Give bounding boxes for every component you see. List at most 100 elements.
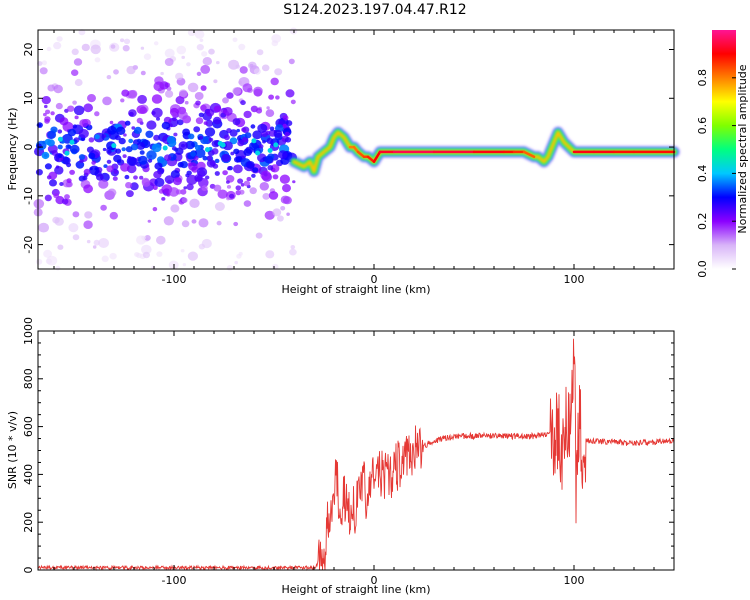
spectrogram-blob bbox=[156, 235, 166, 245]
spectrogram-blob bbox=[106, 165, 114, 173]
colorbar-gradient bbox=[712, 30, 736, 269]
spectrogram-blob bbox=[222, 97, 229, 104]
spectrogram-blob bbox=[113, 154, 122, 163]
spectrogram-blob bbox=[124, 174, 130, 180]
colorbar-tick-label: 0.8 bbox=[696, 69, 709, 87]
spectrogram-blob bbox=[113, 169, 118, 174]
snr-series-line bbox=[37, 338, 675, 572]
spectrogram-blob bbox=[188, 133, 195, 140]
spectrogram-blob bbox=[127, 156, 132, 160]
spectrogram-blob bbox=[211, 140, 220, 148]
spectrogram-blob bbox=[151, 107, 163, 118]
spectrogram-blob bbox=[86, 146, 94, 153]
spectrogram-blob bbox=[259, 182, 269, 191]
spectrogram-blob bbox=[151, 94, 163, 104]
spectrogram-blob bbox=[282, 184, 291, 193]
spectrogram-blob bbox=[189, 198, 200, 208]
spectrogram-blob bbox=[147, 219, 151, 223]
spectrogram-blob bbox=[284, 131, 290, 137]
spectrogram-blob bbox=[261, 64, 270, 72]
y-tick-label: 200 bbox=[22, 512, 35, 533]
spectrogram-blob bbox=[140, 70, 146, 76]
spectrogram-blob bbox=[53, 193, 60, 199]
spectrogram-blob bbox=[229, 129, 238, 137]
spectrogram-blob bbox=[83, 168, 91, 175]
spectrogram-blob bbox=[71, 69, 79, 76]
spectrogram-blob bbox=[176, 45, 187, 55]
spectrogram-blob bbox=[226, 180, 230, 184]
spectrogram-blob bbox=[55, 265, 61, 271]
snr-y-axis-label: SNR (10 * v/v) bbox=[6, 411, 19, 489]
spectrogram-blob bbox=[282, 123, 287, 128]
spectrogram-blob bbox=[78, 129, 89, 139]
spectrogram-blob bbox=[243, 200, 252, 207]
spectrogram-blob bbox=[72, 234, 80, 241]
spectrogram-blob bbox=[127, 90, 136, 99]
spectrogram-blob bbox=[243, 110, 252, 119]
spectrogram-blob bbox=[268, 191, 279, 200]
spectrogram-blob bbox=[235, 64, 241, 69]
spectrogram-blob bbox=[136, 117, 143, 124]
spectrogram-blob bbox=[139, 106, 148, 114]
spectrogram-blob bbox=[213, 105, 222, 113]
spectrogram-blob bbox=[44, 194, 52, 202]
spectrogram-blob bbox=[44, 163, 52, 170]
spectrogram-blob bbox=[290, 245, 296, 250]
spectrogram-blob bbox=[56, 36, 63, 42]
spectrogram-blob bbox=[35, 169, 43, 176]
spectrogram-blob bbox=[194, 92, 204, 100]
spectrogram-blob bbox=[177, 161, 184, 168]
spectrogram-blob bbox=[271, 34, 282, 43]
spectrogram-blob bbox=[232, 118, 241, 126]
spectrogram-x-axis-label: Height of straight line (km) bbox=[281, 283, 430, 296]
spectrogram-blob bbox=[206, 159, 216, 168]
spectrogram-blob bbox=[103, 164, 108, 169]
spectrogram-blob bbox=[52, 216, 60, 224]
spectrogram-blob bbox=[203, 121, 208, 125]
spectrogram-blob bbox=[266, 106, 270, 110]
spectrogram-blob bbox=[274, 68, 283, 76]
spectrogram-hotspot bbox=[267, 148, 273, 153]
spectrogram-blob bbox=[269, 126, 275, 131]
spectrogram-hotspot bbox=[57, 136, 63, 142]
spectrogram-blob bbox=[226, 92, 234, 99]
colorbar-tick-label: 0.4 bbox=[696, 165, 709, 183]
spectrogram-blob bbox=[214, 202, 225, 211]
spectrogram-blob bbox=[193, 126, 201, 133]
spectrogram-blob bbox=[171, 146, 177, 151]
spectrogram-blob bbox=[74, 115, 79, 120]
spectrogram-blob bbox=[137, 155, 148, 165]
spectrogram-blob bbox=[194, 30, 205, 39]
spectrogram-blob bbox=[118, 137, 126, 145]
spectrogram-blob bbox=[122, 45, 130, 52]
spectrogram-blob bbox=[152, 207, 158, 212]
spectrogram-blob bbox=[229, 193, 235, 199]
spectrogram-blob bbox=[252, 130, 263, 140]
spectrogram-blob bbox=[46, 255, 58, 266]
y-tick-label: 1000 bbox=[22, 317, 35, 345]
spectrogram-blob bbox=[141, 178, 151, 187]
x-tick-label: -100 bbox=[162, 273, 187, 286]
ridge-core-segment bbox=[366, 155, 376, 163]
spectrogram-blob bbox=[195, 100, 201, 106]
spectrogram-blob bbox=[221, 154, 231, 162]
spectrogram-blob bbox=[147, 158, 153, 163]
spectrogram-blob bbox=[235, 156, 243, 163]
spectrogram-blob bbox=[50, 111, 55, 116]
spectrogram-blob bbox=[94, 111, 100, 117]
spectrogram-blob bbox=[170, 170, 180, 179]
spectrogram-blob bbox=[248, 61, 257, 70]
spectrogram-blob bbox=[229, 137, 238, 145]
spectrogram-blob bbox=[66, 178, 72, 184]
spectrogram-blob bbox=[253, 86, 263, 96]
spectrogram-blob bbox=[258, 144, 264, 149]
spectrogram-blob bbox=[172, 117, 177, 122]
colorbar-label: Normalized spectral amplitude bbox=[736, 64, 749, 233]
spectrogram-blob bbox=[88, 137, 95, 143]
spectrogram-blob bbox=[134, 126, 142, 134]
colorbar-tick-label: 0.6 bbox=[696, 117, 709, 135]
spectrogram-blob bbox=[182, 263, 187, 267]
spectrogram-blob bbox=[212, 116, 222, 125]
